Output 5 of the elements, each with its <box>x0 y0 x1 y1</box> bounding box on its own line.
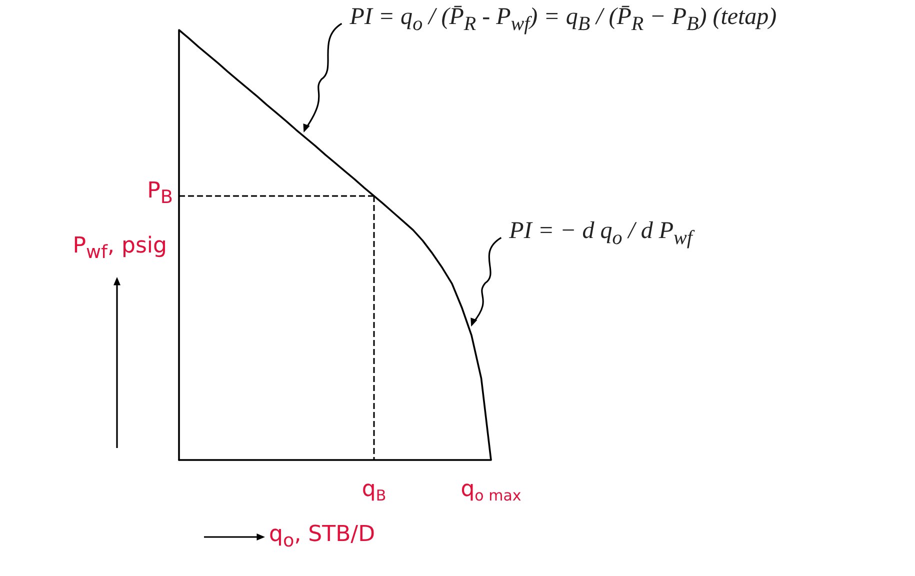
x-axis-title: q$_{o}$, STB/D <box>269 522 376 552</box>
ref-line-label: P$_{B}$ <box>147 178 173 208</box>
y-axis-title: P$_{wf}$, psig <box>72 234 167 263</box>
text: PI = − d q$_{o}$ / d P$_{wf}$ <box>509 218 692 250</box>
text: PI = q$_{o}$ / (P̄$_{R}$ - P$_{wf}$) = q$_{B}$ / (P̄$_{R}$ − P$_{B}$) (tetap) <box>350 4 777 34</box>
